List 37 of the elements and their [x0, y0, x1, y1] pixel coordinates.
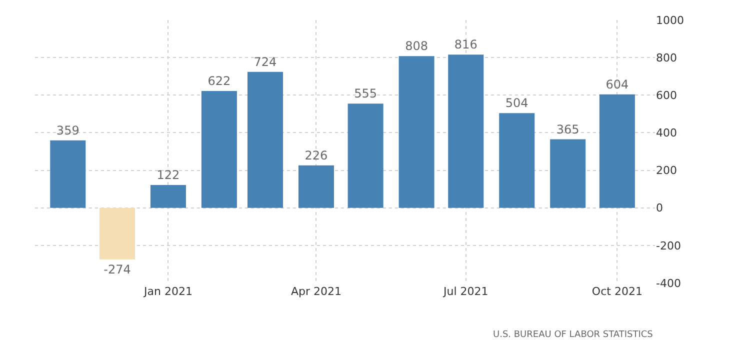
data-label: 504 [505, 96, 528, 110]
bar [201, 91, 237, 208]
data-label: -274 [104, 262, 131, 276]
bar [247, 72, 283, 208]
y-tick-label: 400 [656, 126, 677, 140]
bar [398, 56, 434, 208]
data-label: 122 [156, 168, 180, 182]
bar [50, 140, 86, 208]
y-tick-label: 600 [656, 88, 677, 102]
y-tick-label: 0 [656, 202, 663, 215]
bar [150, 184, 186, 208]
data-label: 555 [354, 86, 378, 101]
bar [499, 113, 535, 208]
x-tick-label: Apr 2021 [290, 285, 342, 298]
x-tick-label: Oct 2021 [592, 285, 642, 298]
data-label: 622 [208, 74, 231, 88]
bar [599, 94, 635, 208]
bar [348, 104, 384, 208]
y-tick-label: -400 [656, 276, 681, 290]
data-label: 724 [254, 54, 277, 69]
x-tick-label: Jan 2021 [142, 285, 192, 298]
y-tick-label: 200 [656, 164, 677, 178]
bar [550, 139, 586, 208]
data-label: 226 [304, 148, 328, 162]
bar [448, 54, 484, 208]
data-label: 604 [606, 77, 629, 92]
text: U.S. BUREAU OF LABOR STATISTICS [493, 330, 654, 340]
data-label: 808 [405, 39, 428, 54]
x-tick-label: Jul 2021 [442, 285, 488, 298]
y-tick-label: 1000 [656, 14, 684, 27]
y-tick-label: 800 [656, 51, 677, 64]
data-label: 359 [56, 123, 80, 138]
y-tick-label: -200 [656, 239, 681, 252]
bar [298, 165, 334, 208]
bar [99, 208, 135, 260]
data-label: 365 [556, 122, 580, 136]
data-label: 816 [454, 38, 478, 52]
